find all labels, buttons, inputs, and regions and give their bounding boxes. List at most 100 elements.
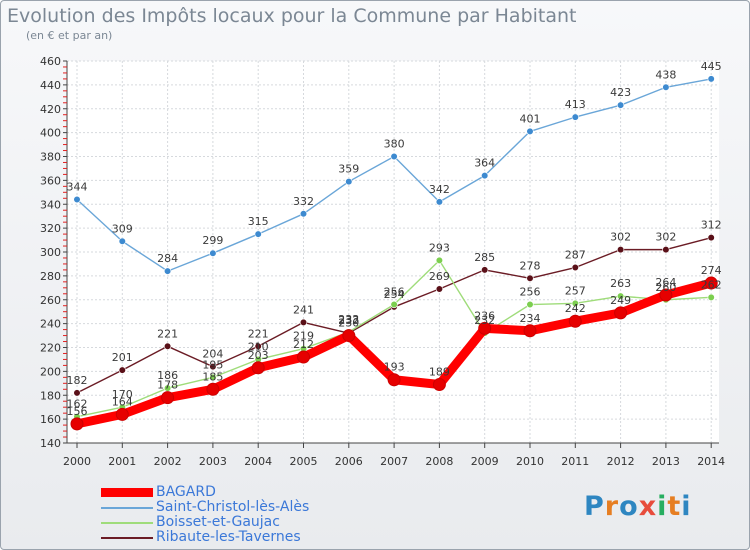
data-label-boisset-et-gaujac: 219 [293, 330, 314, 343]
data-point-ribaute-les-tavernes [209, 363, 217, 371]
data-point-boisset-et-gaujac [209, 373, 217, 381]
data-point-ribaute-les-tavernes [707, 234, 715, 242]
data-point-boisset-et-gaujac [435, 256, 444, 264]
data-label-bagard: 178 [157, 379, 178, 392]
data-label-saint-christol-les-ales: 423 [610, 86, 631, 99]
data-label-boisset-et-gaujac: 162 [67, 398, 88, 411]
data-point-ribaute-les-tavernes [299, 318, 308, 327]
proxiti-logo: Proxiti [584, 491, 692, 522]
data-label-boisset-et-gaujac: 170 [112, 388, 133, 401]
data-point-saint-christol-les-ales [616, 101, 625, 109]
data-point-ribaute-les-tavernes [164, 342, 172, 350]
y-tick-label: 340 [40, 198, 61, 211]
data-label-saint-christol-les-ales: 438 [655, 68, 676, 81]
data-label-saint-christol-les-ales: 284 [157, 252, 178, 265]
data-point-bagard [659, 288, 673, 302]
data-label-bagard: 234 [520, 312, 541, 325]
data-label-ribaute-les-tavernes: 232 [338, 314, 359, 327]
y-tick-label: 420 [40, 103, 61, 116]
data-label-bagard: 274 [701, 264, 722, 277]
data-label-saint-christol-les-ales: 401 [520, 112, 541, 125]
legend-swatch-boisset-et-gaujac [101, 522, 153, 524]
data-point-bagard [614, 306, 628, 320]
data-point-ribaute-les-tavernes [481, 266, 489, 274]
x-tick-label: 2003 [199, 455, 227, 468]
data-point-boisset-et-gaujac [390, 300, 398, 309]
data-label-ribaute-les-tavernes: 285 [474, 251, 495, 264]
data-label-saint-christol-les-ales: 413 [565, 98, 586, 111]
y-tick-label: 240 [40, 318, 61, 331]
data-point-ribaute-les-tavernes [662, 246, 670, 254]
y-tick-label: 300 [40, 246, 61, 259]
x-tick-label: 2006 [335, 455, 363, 468]
data-label-bagard: 264 [655, 276, 676, 289]
data-label-boisset-et-gaujac: 232 [474, 314, 495, 327]
data-point-saint-christol-les-ales [73, 195, 81, 204]
data-point-bagard [478, 321, 492, 335]
y-tick-label: 220 [40, 342, 61, 355]
data-label-saint-christol-les-ales: 315 [248, 215, 269, 228]
logo-letter: i [681, 491, 692, 522]
data-point-saint-christol-les-ales [299, 210, 308, 218]
data-point-bagard [115, 407, 129, 421]
data-point-saint-christol-les-ales [345, 177, 353, 186]
data-label-saint-christol-les-ales: 445 [701, 60, 722, 73]
data-label-saint-christol-les-ales: 344 [67, 180, 88, 193]
data-point-bagard [523, 324, 537, 338]
data-point-bagard [342, 329, 356, 343]
data-label-ribaute-les-tavernes: 302 [655, 231, 676, 244]
data-label-boisset-et-gaujac: 256 [384, 286, 405, 299]
x-tick-label: 2012 [607, 455, 635, 468]
data-point-bagard [70, 417, 84, 431]
data-label-ribaute-les-tavernes: 287 [565, 249, 586, 262]
y-tick-label: 360 [40, 174, 61, 187]
data-label-ribaute-les-tavernes: 269 [429, 270, 450, 283]
data-label-ribaute-les-tavernes: 204 [202, 348, 223, 361]
y-tick-label: 460 [40, 55, 61, 68]
data-label-boisset-et-gaujac: 256 [520, 286, 541, 299]
y-tick-label: 140 [40, 437, 61, 450]
x-tick-label: 2001 [108, 455, 136, 468]
data-label-boisset-et-gaujac: 195 [202, 358, 223, 371]
data-label-boisset-et-gaujac: 293 [429, 241, 450, 254]
data-label-saint-christol-les-ales: 299 [202, 234, 223, 247]
data-point-ribaute-les-tavernes [73, 389, 81, 397]
legend-label-saint-christol-les-ales: Saint-Christol-lès-Alès [156, 499, 310, 515]
y-tick-label: 260 [40, 294, 61, 307]
y-tick-label: 280 [40, 270, 61, 283]
data-point-bagard [206, 382, 220, 396]
data-label-bagard: 249 [610, 294, 631, 307]
x-tick-label: 2007 [380, 455, 408, 468]
x-tick-label: 2009 [471, 455, 499, 468]
data-point-ribaute-les-tavernes [118, 366, 126, 374]
logo-letter: r [604, 491, 620, 522]
y-tick-label: 180 [40, 389, 61, 402]
line-chart: 140 160 180 200 220 240 260 280 300 320 340 360 380 4… [40, 55, 725, 468]
data-point-saint-christol-les-ales [571, 113, 579, 121]
legend-label-bagard: BAGARD [156, 484, 216, 500]
data-point-saint-christol-les-ales [707, 75, 715, 83]
data-label-ribaute-les-tavernes: 302 [610, 231, 631, 244]
chart-subtitle: (en € et par an) [26, 29, 113, 42]
logo-letter: t [667, 491, 682, 522]
x-tick-label: 2010 [516, 455, 544, 468]
x-tick-label: 2008 [425, 455, 453, 468]
data-label-bagard: 185 [202, 370, 223, 383]
data-point-boisset-et-gaujac [571, 299, 579, 307]
data-point-saint-christol-les-ales [209, 249, 217, 257]
data-point-ribaute-les-tavernes [254, 342, 262, 350]
chart-title: Evolution des Impôts locaux pour la Comm… [7, 5, 577, 27]
data-label-boisset-et-gaujac: 233 [338, 313, 359, 326]
data-label-bagard: 212 [293, 338, 314, 351]
data-label-ribaute-les-tavernes: 241 [293, 303, 314, 316]
logo-letter: i [657, 491, 668, 522]
data-point-bagard [568, 314, 582, 328]
data-label-bagard: 164 [112, 395, 133, 408]
data-point-bagard [251, 361, 265, 375]
x-tick-label: 2014 [697, 455, 725, 468]
data-point-ribaute-les-tavernes [571, 263, 579, 272]
logo-letter: o [619, 491, 639, 522]
data-point-bagard [297, 350, 310, 364]
y-tick-label: 440 [40, 79, 61, 92]
